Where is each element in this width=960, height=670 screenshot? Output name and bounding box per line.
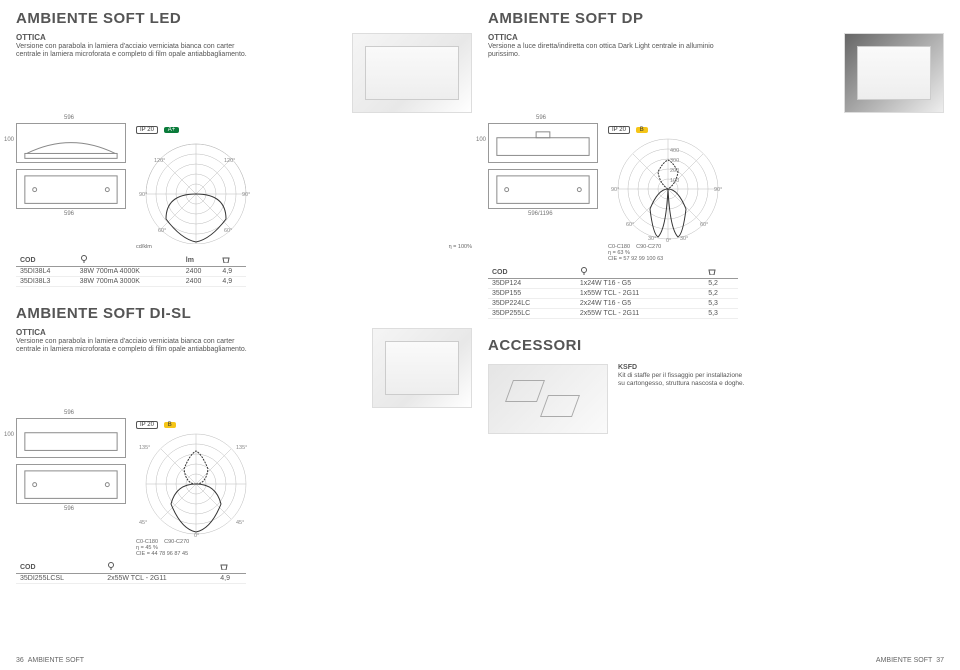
drawing-led-top bbox=[16, 123, 126, 163]
svg-text:30°: 30° bbox=[680, 236, 688, 242]
title-accessori: ACCESSORI bbox=[488, 337, 944, 354]
product-photo-disl bbox=[372, 328, 472, 408]
svg-text:90°: 90° bbox=[611, 187, 619, 193]
table-row: 35DP1551x55W TCL - 2G115,2 bbox=[488, 289, 738, 299]
svg-text:135°: 135° bbox=[139, 445, 150, 451]
svg-text:60°: 60° bbox=[158, 228, 166, 234]
polar-dp: 90° 90° 60° 60° 30° 30° 0° 100 200 300 400 bbox=[608, 134, 728, 244]
right-page: AMBIENTE SOFT DP OTTICA Versione a luce … bbox=[480, 0, 960, 670]
svg-text:45°: 45° bbox=[236, 520, 244, 526]
th-cod: COD bbox=[16, 254, 76, 267]
desc-disl: Versione con parabola in lamiera d'accia… bbox=[16, 338, 256, 355]
svg-text:90°: 90° bbox=[714, 187, 722, 193]
product-photo-led bbox=[352, 33, 472, 113]
drawing-disl-top bbox=[16, 418, 126, 458]
table-row: 35DI38L438W 700mA 4000K24004,9 bbox=[16, 267, 246, 277]
title-dp: AMBIENTE SOFT DP bbox=[488, 10, 944, 27]
drawing-disl-plan bbox=[16, 464, 126, 504]
th-lm: lm bbox=[182, 254, 219, 267]
svg-text:90°: 90° bbox=[242, 192, 250, 198]
svg-text:30°: 30° bbox=[648, 236, 656, 242]
svg-text:300: 300 bbox=[670, 158, 679, 164]
polar-disl: 135° 135° 45° 45° 0° bbox=[136, 429, 256, 539]
polar-note-eff: η = 100% bbox=[449, 244, 472, 250]
dim-w: 596 bbox=[64, 115, 74, 121]
svg-text:400: 400 bbox=[670, 148, 679, 154]
svg-text:120°: 120° bbox=[224, 158, 235, 164]
desc-dp: Versione a luce diretta/indiretta con ot… bbox=[488, 43, 728, 60]
th-weight-icon bbox=[218, 254, 246, 267]
svg-text:60°: 60° bbox=[700, 222, 708, 228]
polar-led: 90° 90° 120° 120° 60° 60° bbox=[136, 134, 256, 244]
table-row: 35DP224LC2x24W T16 - G55,3 bbox=[488, 299, 738, 309]
dim-h: 100 bbox=[4, 137, 14, 143]
table-row: 35DI255LCSL2x55W TCL - 2G114,9 bbox=[16, 574, 246, 584]
accessory-code: KSFD bbox=[618, 364, 748, 371]
drawing-dp-top bbox=[488, 123, 598, 163]
dim-w2: 596 bbox=[64, 211, 74, 217]
ip-badge-dp: IP 20 bbox=[608, 126, 630, 134]
polar-note-left: cd/klm bbox=[136, 244, 152, 250]
drawing-led-plan bbox=[16, 169, 126, 209]
left-page: AMBIENTE SOFT LED OTTICA Versione con pa… bbox=[0, 0, 480, 670]
footer-left: 36 AMBIENTE SOFT bbox=[16, 657, 84, 664]
svg-text:120°: 120° bbox=[154, 158, 165, 164]
ip-badge-led: IP 20 bbox=[136, 126, 158, 134]
svg-text:100: 100 bbox=[670, 178, 679, 184]
product-photo-dp bbox=[844, 33, 944, 113]
ip-badge-disl: IP 20 bbox=[136, 421, 158, 429]
table-dp: COD 35DP1241x24W T16 - G55,2 35DP1551x55… bbox=[488, 266, 738, 319]
energy-badge-dp: B bbox=[636, 127, 648, 133]
accessory-photo bbox=[488, 364, 608, 434]
subhead-dp: OTTICA bbox=[488, 33, 834, 42]
subhead-disl: OTTICA bbox=[16, 328, 362, 337]
table-row: 35DP1241x24W T16 - G55,2 bbox=[488, 279, 738, 289]
footer-right: AMBIENTE SOFT 37 bbox=[876, 657, 944, 664]
svg-text:200: 200 bbox=[670, 168, 679, 174]
svg-text:60°: 60° bbox=[224, 228, 232, 234]
table-led: COD lm 35DI38L438W 700mA 4000K24004,9 35… bbox=[16, 254, 246, 287]
drawing-dp-plan bbox=[488, 169, 598, 209]
energy-badge-disl: B bbox=[164, 422, 176, 428]
svg-text:135°: 135° bbox=[236, 445, 247, 451]
title-led: AMBIENTE SOFT LED bbox=[16, 10, 472, 27]
accessory-desc: Kit di staffe per il fissaggio per insta… bbox=[618, 372, 748, 388]
table-row: 35DP255LC2x55W TCL - 2G115,3 bbox=[488, 309, 738, 319]
svg-text:0°: 0° bbox=[194, 533, 199, 539]
table-disl: COD 35DI255LCSL2x55W TCL - 2G114,9 bbox=[16, 561, 246, 584]
svg-text:45°: 45° bbox=[139, 520, 147, 526]
svg-text:60°: 60° bbox=[626, 222, 634, 228]
svg-text:90°: 90° bbox=[139, 192, 147, 198]
desc-led: Versione con parabola in lamiera d'accia… bbox=[16, 43, 256, 60]
table-row: 35DI38L338W 700mA 3000K24004,9 bbox=[16, 277, 246, 287]
svg-text:0°: 0° bbox=[666, 238, 671, 244]
energy-badge-led: A+ bbox=[164, 127, 180, 133]
title-disl: AMBIENTE SOFT DI-SL bbox=[16, 305, 472, 322]
th-lamp-icon bbox=[76, 254, 182, 267]
subhead-led: OTTICA bbox=[16, 33, 342, 42]
